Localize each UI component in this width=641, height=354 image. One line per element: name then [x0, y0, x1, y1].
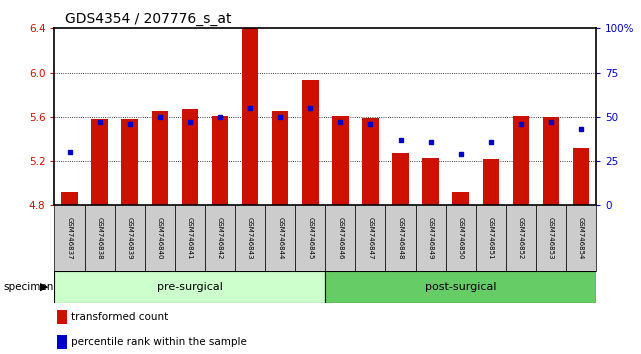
Bar: [513, 116, 529, 205]
Bar: [57, 310, 67, 324]
Bar: [62, 192, 78, 205]
Text: transformed count: transformed count: [71, 312, 168, 322]
Bar: [242, 1, 258, 205]
Text: GSM746838: GSM746838: [97, 217, 103, 259]
Bar: [385, 205, 415, 271]
Text: GSM746847: GSM746847: [367, 217, 374, 259]
Bar: [175, 205, 205, 271]
Bar: [151, 111, 168, 205]
Bar: [54, 205, 85, 271]
Bar: [85, 205, 115, 271]
Text: ▶: ▶: [40, 282, 48, 292]
Bar: [476, 205, 506, 271]
Bar: [543, 117, 559, 205]
Bar: [445, 205, 476, 271]
Bar: [362, 118, 379, 205]
Text: GSM746844: GSM746844: [277, 217, 283, 259]
Bar: [326, 205, 355, 271]
Bar: [265, 205, 296, 271]
Bar: [302, 80, 319, 205]
Text: GSM746840: GSM746840: [157, 217, 163, 259]
Bar: [115, 205, 145, 271]
Bar: [145, 205, 175, 271]
Text: percentile rank within the sample: percentile rank within the sample: [71, 337, 247, 347]
Text: post-surgical: post-surgical: [425, 282, 497, 292]
Text: specimen: specimen: [3, 282, 54, 292]
Text: GSM746848: GSM746848: [397, 217, 404, 259]
Text: GSM746845: GSM746845: [307, 217, 313, 259]
Text: GSM746850: GSM746850: [458, 217, 463, 259]
Bar: [453, 192, 469, 205]
Bar: [326, 271, 596, 303]
Bar: [181, 109, 198, 205]
Text: GSM746843: GSM746843: [247, 217, 253, 259]
Bar: [573, 148, 589, 205]
Text: GSM746854: GSM746854: [578, 217, 584, 259]
Text: GSM746837: GSM746837: [67, 217, 72, 259]
Bar: [272, 111, 288, 205]
Bar: [121, 119, 138, 205]
Bar: [92, 119, 108, 205]
Bar: [205, 205, 235, 271]
Text: GSM746852: GSM746852: [518, 217, 524, 259]
Bar: [332, 116, 349, 205]
Bar: [392, 153, 409, 205]
Bar: [422, 158, 439, 205]
Text: GSM746851: GSM746851: [488, 217, 494, 259]
Bar: [483, 159, 499, 205]
Text: GSM746846: GSM746846: [337, 217, 344, 259]
Text: pre-surgical: pre-surgical: [157, 282, 223, 292]
Bar: [54, 271, 326, 303]
Bar: [296, 205, 326, 271]
Bar: [415, 205, 445, 271]
Text: GDS4354 / 207776_s_at: GDS4354 / 207776_s_at: [65, 12, 232, 26]
Bar: [57, 335, 67, 349]
Bar: [212, 116, 228, 205]
Bar: [536, 205, 566, 271]
Text: GSM746849: GSM746849: [428, 217, 433, 259]
Bar: [506, 205, 536, 271]
Text: GSM746853: GSM746853: [548, 217, 554, 259]
Text: GSM746841: GSM746841: [187, 217, 193, 259]
Bar: [355, 205, 385, 271]
Text: GSM746839: GSM746839: [127, 217, 133, 259]
Bar: [566, 205, 596, 271]
Bar: [235, 205, 265, 271]
Text: GSM746842: GSM746842: [217, 217, 223, 259]
